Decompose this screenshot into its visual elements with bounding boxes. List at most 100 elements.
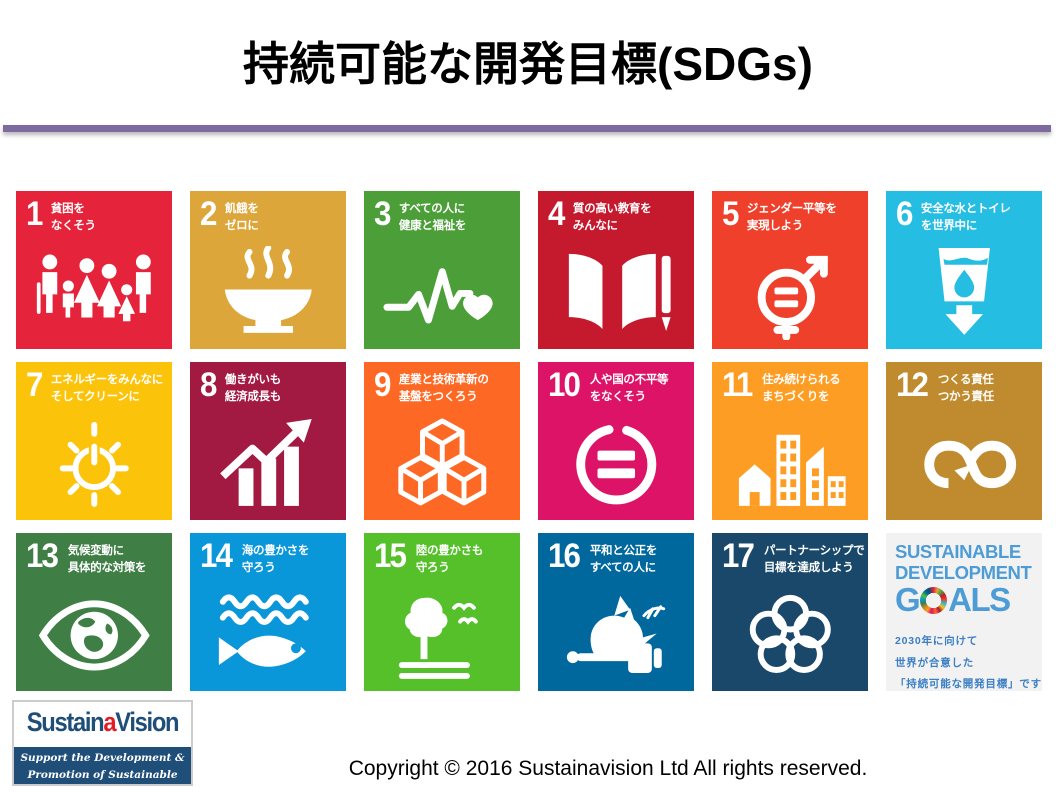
sdg-goal-label: ジェンダー平等を 実現しよう: [746, 203, 837, 232]
building-blocks-icon: [364, 412, 520, 516]
sdg-goal-label: 陸の豊かさも 守ろう: [415, 545, 484, 574]
sdg-tile-6: 6 安全な水とトイレ を世界中に: [886, 191, 1042, 349]
sdg-tile-15: 15 陸の豊かさも 守ろう: [364, 533, 520, 691]
sdg-tile-head: 2 飢餓を ゼロに: [190, 191, 346, 234]
steaming-bowl-icon: [190, 241, 346, 345]
sdg-tile-8: 8 働きがいも 経済成長も: [190, 362, 346, 520]
sdg-color-wheel-icon: [920, 587, 948, 615]
sdg-goal-number: 15: [374, 537, 407, 575]
sdg-tile-1: 1 貧困を なくそう: [16, 191, 172, 349]
brand-suffix: Vision: [115, 707, 179, 737]
sdg-goal-label: 働きがいも 経済成長も: [224, 374, 281, 403]
copyright-text: Copyright © 2016 Sustainavision Ltd All …: [348, 757, 868, 780]
sdg-goal-label: エネルギーをみんなに そしてクリーンに: [50, 374, 163, 403]
sdg-goal-number: 3: [374, 195, 391, 233]
sdg-tile-16: 16 平和と公正を すべての人に: [538, 533, 694, 691]
growth-chart-icon: [190, 412, 346, 516]
sdg-tile-head: 4 質の高い教育を みんなに: [538, 191, 694, 234]
equality-circle-icon: [538, 412, 694, 516]
sdg-goal-label: 住み続けられる まちづくりを: [761, 374, 841, 403]
sdg-goal-number: 17: [722, 537, 755, 575]
sdg-tile-head: 17 パートナーシップで 目標を達成しよう: [712, 533, 868, 576]
heartbeat-icon: [364, 241, 520, 345]
sdg-goal-label: 飢餓を ゼロに: [224, 203, 259, 232]
sdg-goal-number: 7: [26, 366, 43, 404]
sdg-goal-number: 2: [200, 195, 217, 233]
sdg-tile-17: 17 パートナーシップで 目標を達成しよう: [712, 533, 868, 691]
goals-letters-als: ALS: [948, 581, 1011, 619]
sdg-goal-label: 平和と公正を すべての人に: [589, 545, 658, 574]
sdg-goal-number: 14: [200, 537, 233, 575]
tagline-line: Support the Development &: [20, 752, 185, 764]
open-book-icon: [538, 241, 694, 345]
sdg-goal-number: 4: [548, 195, 565, 233]
eye-globe-icon: [16, 583, 172, 687]
sdg-tile-7: 7 エネルギーをみんなに そしてクリーンに: [16, 362, 172, 520]
city-skyline-icon: [712, 412, 868, 516]
sdg-tile-head: 7 エネルギーをみんなに そしてクリーンに: [16, 362, 172, 405]
sdg-logo-word-development: DEVELOPMENT: [895, 561, 1032, 583]
sdg-goal-number: 11: [722, 366, 753, 404]
sdg-tile-2: 2 飢餓を ゼロに: [190, 191, 346, 349]
brand-accent: a: [103, 707, 116, 737]
sun-power-icon: [16, 412, 172, 516]
caption-line: 2030年に向けて: [895, 635, 979, 648]
sdg-logo-caption: 2030年に向けて 世界が合意した 「持続可能な開発目標」です: [895, 631, 1042, 691]
sdg-goal-label: すべての人に 健康と福祉を: [398, 203, 467, 232]
sdg-goal-label: 安全な水とトイレ を世界中に: [920, 203, 1011, 232]
sdg-tile-head: 6 安全な水とトイレ を世界中に: [886, 191, 1042, 234]
fish-waves-icon: [190, 583, 346, 687]
linked-rings-icon: [712, 583, 868, 687]
sdg-tile-head: 12 つくる責任 つかう責任: [886, 362, 1042, 405]
sustainavision-wordmark: SustainaVision: [25, 702, 181, 738]
tagline-line: Promotion of Sustainable Thinking: [27, 768, 178, 798]
sdg-tile-head: 14 海の豊かさを 守ろう: [190, 533, 346, 576]
sdg-tile-head: 15 陸の豊かさも 守ろう: [364, 533, 520, 576]
sdg-goal-label: 海の豊かさを 守ろう: [241, 545, 310, 574]
sdg-tile-head: 10 人や国の不平等 をなくそう: [538, 362, 694, 405]
sdg-goal-number: 12: [896, 366, 929, 404]
dove-gavel-icon: [538, 583, 694, 687]
sdg-tile-9: 9 産業と技術革新の 基盤をつくろう: [364, 362, 520, 520]
sdg-tile-5: 5 ジェンダー平等を 実現しよう: [712, 191, 868, 349]
sdg-tile-head: 9 産業と技術革新の 基盤をつくろう: [364, 362, 520, 405]
sdg-goal-label: つくる責任 つかう責任: [937, 374, 994, 403]
sdg-tile-11: 11 住み続けられる まちづくりを: [712, 362, 868, 520]
sdg-tile-head: 8 働きがいも 経済成長も: [190, 362, 346, 405]
sustainavision-tagline: Support the Development & Promotion of S…: [14, 747, 191, 798]
family-icon: [16, 241, 172, 345]
sustainavision-logo: SustainaVision Support the Development &…: [12, 700, 193, 798]
sdg-goal-number: 1: [26, 195, 43, 233]
sdg-logo-tile: SUSTAINABLE DEVELOPMENT G ALS 2030年に向けて 世…: [886, 533, 1042, 691]
sdg-goal-number: 10: [548, 366, 581, 404]
sdg-goal-number: 9: [374, 366, 391, 404]
sdg-goal-label: 質の高い教育を みんなに: [572, 203, 652, 232]
sdg-goal-number: 5: [722, 195, 739, 233]
sdg-logo-word-goals: G ALS: [895, 583, 1038, 618]
infinity-loop-icon: [886, 412, 1042, 516]
sdg-goal-number: 8: [200, 366, 217, 404]
sdg-tile-head: 16 平和と公正を すべての人に: [538, 533, 694, 576]
brand-prefix: Sustain: [26, 707, 105, 737]
goals-letter-g: G: [895, 581, 921, 619]
tree-birds-icon: [364, 583, 520, 687]
sdg-tile-head: 3 すべての人に 健康と福祉を: [364, 191, 520, 234]
sdg-tile-head: 1 貧困を なくそう: [16, 191, 172, 234]
water-glass-icon: [886, 241, 1042, 345]
sdg-tile-4: 4 質の高い教育を みんなに: [538, 191, 694, 349]
sdg-tile-head: 13 気候変動に 具体的な対策を: [16, 533, 172, 576]
sdg-tile-10: 10 人や国の不平等 をなくそう: [538, 362, 694, 520]
sdg-tile-head: 11 住み続けられる まちづくりを: [712, 362, 868, 405]
sdg-goal-label: 貧困を なくそう: [50, 203, 96, 232]
page-title: 持続可能な開発目標(SDGs): [243, 38, 813, 90]
sdg-tile-14: 14 海の豊かさを 守ろう: [190, 533, 346, 691]
title-divider: [3, 125, 1051, 132]
sdg-logo-word-sustainable: SUSTAINABLE: [895, 541, 1021, 562]
caption-line: 「持続可能な開発目標」です: [895, 678, 1042, 691]
sdg-tile-13: 13 気候変動に 具体的な対策を: [16, 533, 172, 691]
sdg-goal-label: 気候変動に 具体的な対策を: [67, 545, 147, 574]
sdg-goal-label: 人や国の不平等 をなくそう: [589, 374, 669, 403]
gender-equality-icon: [712, 241, 868, 345]
sdg-grid: 1 貧困を なくそう 2 飢餓を ゼロに 3 すべての人に 健康と福祉を 4 質の高い教育を みんなに…: [16, 191, 1042, 691]
sdg-goal-number: 13: [26, 537, 59, 575]
